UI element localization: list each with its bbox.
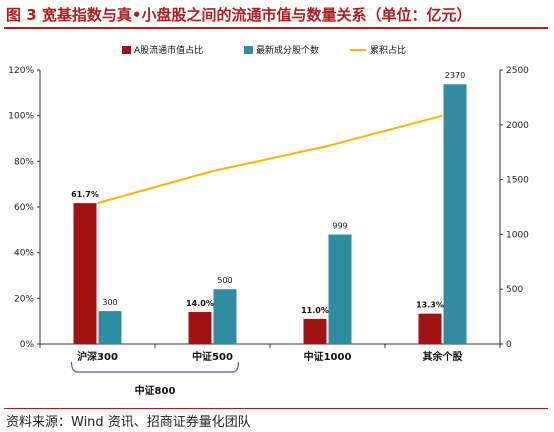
source-note: 资料来源：Wind 资讯、招商证券量化团队: [6, 415, 251, 430]
group-label: 中证800: [135, 384, 176, 397]
y-left-tick-label: 80%: [14, 157, 34, 167]
legend-swatch: [122, 46, 131, 54]
y-left-tick-label: 0%: [20, 340, 35, 350]
bar-share: [188, 312, 212, 344]
legend: A股流通市值占比 最新成分股个数 累积占比: [122, 44, 406, 56]
data-label-share: 13.3%: [416, 301, 444, 310]
figure-title: 图 3 宽基指数与真•小盘股之间的流通市值与数量关系（单位：亿元）: [6, 6, 472, 24]
title-rule: [4, 27, 548, 29]
x-tick-label: 中证1000: [304, 350, 352, 363]
group-bracket-path: [70, 361, 240, 373]
bar-share: [418, 313, 442, 344]
y-left-tick-label: 120%: [8, 66, 34, 76]
data-label-count: 300: [102, 298, 117, 307]
y-right-tick-label: 1000: [506, 230, 529, 240]
x-tick-label: 沪深300: [77, 350, 118, 363]
y-right-tick-label: 2500: [506, 66, 529, 76]
data-label-share: 11.0%: [301, 306, 329, 315]
bar-count: [213, 289, 237, 344]
x-tick-label: 中证500: [192, 350, 233, 363]
data-label-share: 61.7%: [71, 190, 99, 199]
cumulative-line-path: [97, 114, 443, 205]
y-left-tick-label: 20%: [14, 294, 34, 304]
y-left-tick-label: 60%: [14, 203, 34, 213]
legend-swatch: [244, 46, 253, 54]
data-label-count: 500: [217, 276, 232, 285]
group-bracket: 中证800: [70, 361, 240, 397]
data-label-count: 2370: [445, 71, 465, 80]
x-tick-label: 其余个股: [423, 350, 464, 363]
data-labels: 61.7% 14.0% 11.0% 13.3% 300 500 999 2370: [71, 71, 465, 315]
legend-label: A股流通市值占比: [134, 44, 203, 56]
data-label-share: 14.0%: [186, 299, 214, 308]
y-right-tick-label: 500: [506, 285, 523, 295]
y-right-tick-label: 1500: [506, 176, 529, 186]
bar-share: [303, 318, 327, 344]
y-right-tick-label: 2000: [506, 121, 529, 131]
y-left-tick-label: 100%: [8, 112, 34, 122]
y-left-tick-label: 40%: [14, 249, 34, 259]
bar-count: [98, 311, 122, 344]
cumulative-line: [97, 114, 443, 205]
legend-label: 累积占比: [370, 44, 406, 56]
bars: [73, 84, 467, 345]
source-rule: [4, 408, 548, 409]
data-label-count: 999: [332, 222, 347, 231]
bar-count: [443, 84, 467, 345]
bar-share: [73, 203, 97, 344]
bar-count: [328, 234, 352, 344]
legend-label: 最新成分股个数: [256, 44, 319, 56]
y-right-tick-label: 0: [506, 340, 512, 350]
